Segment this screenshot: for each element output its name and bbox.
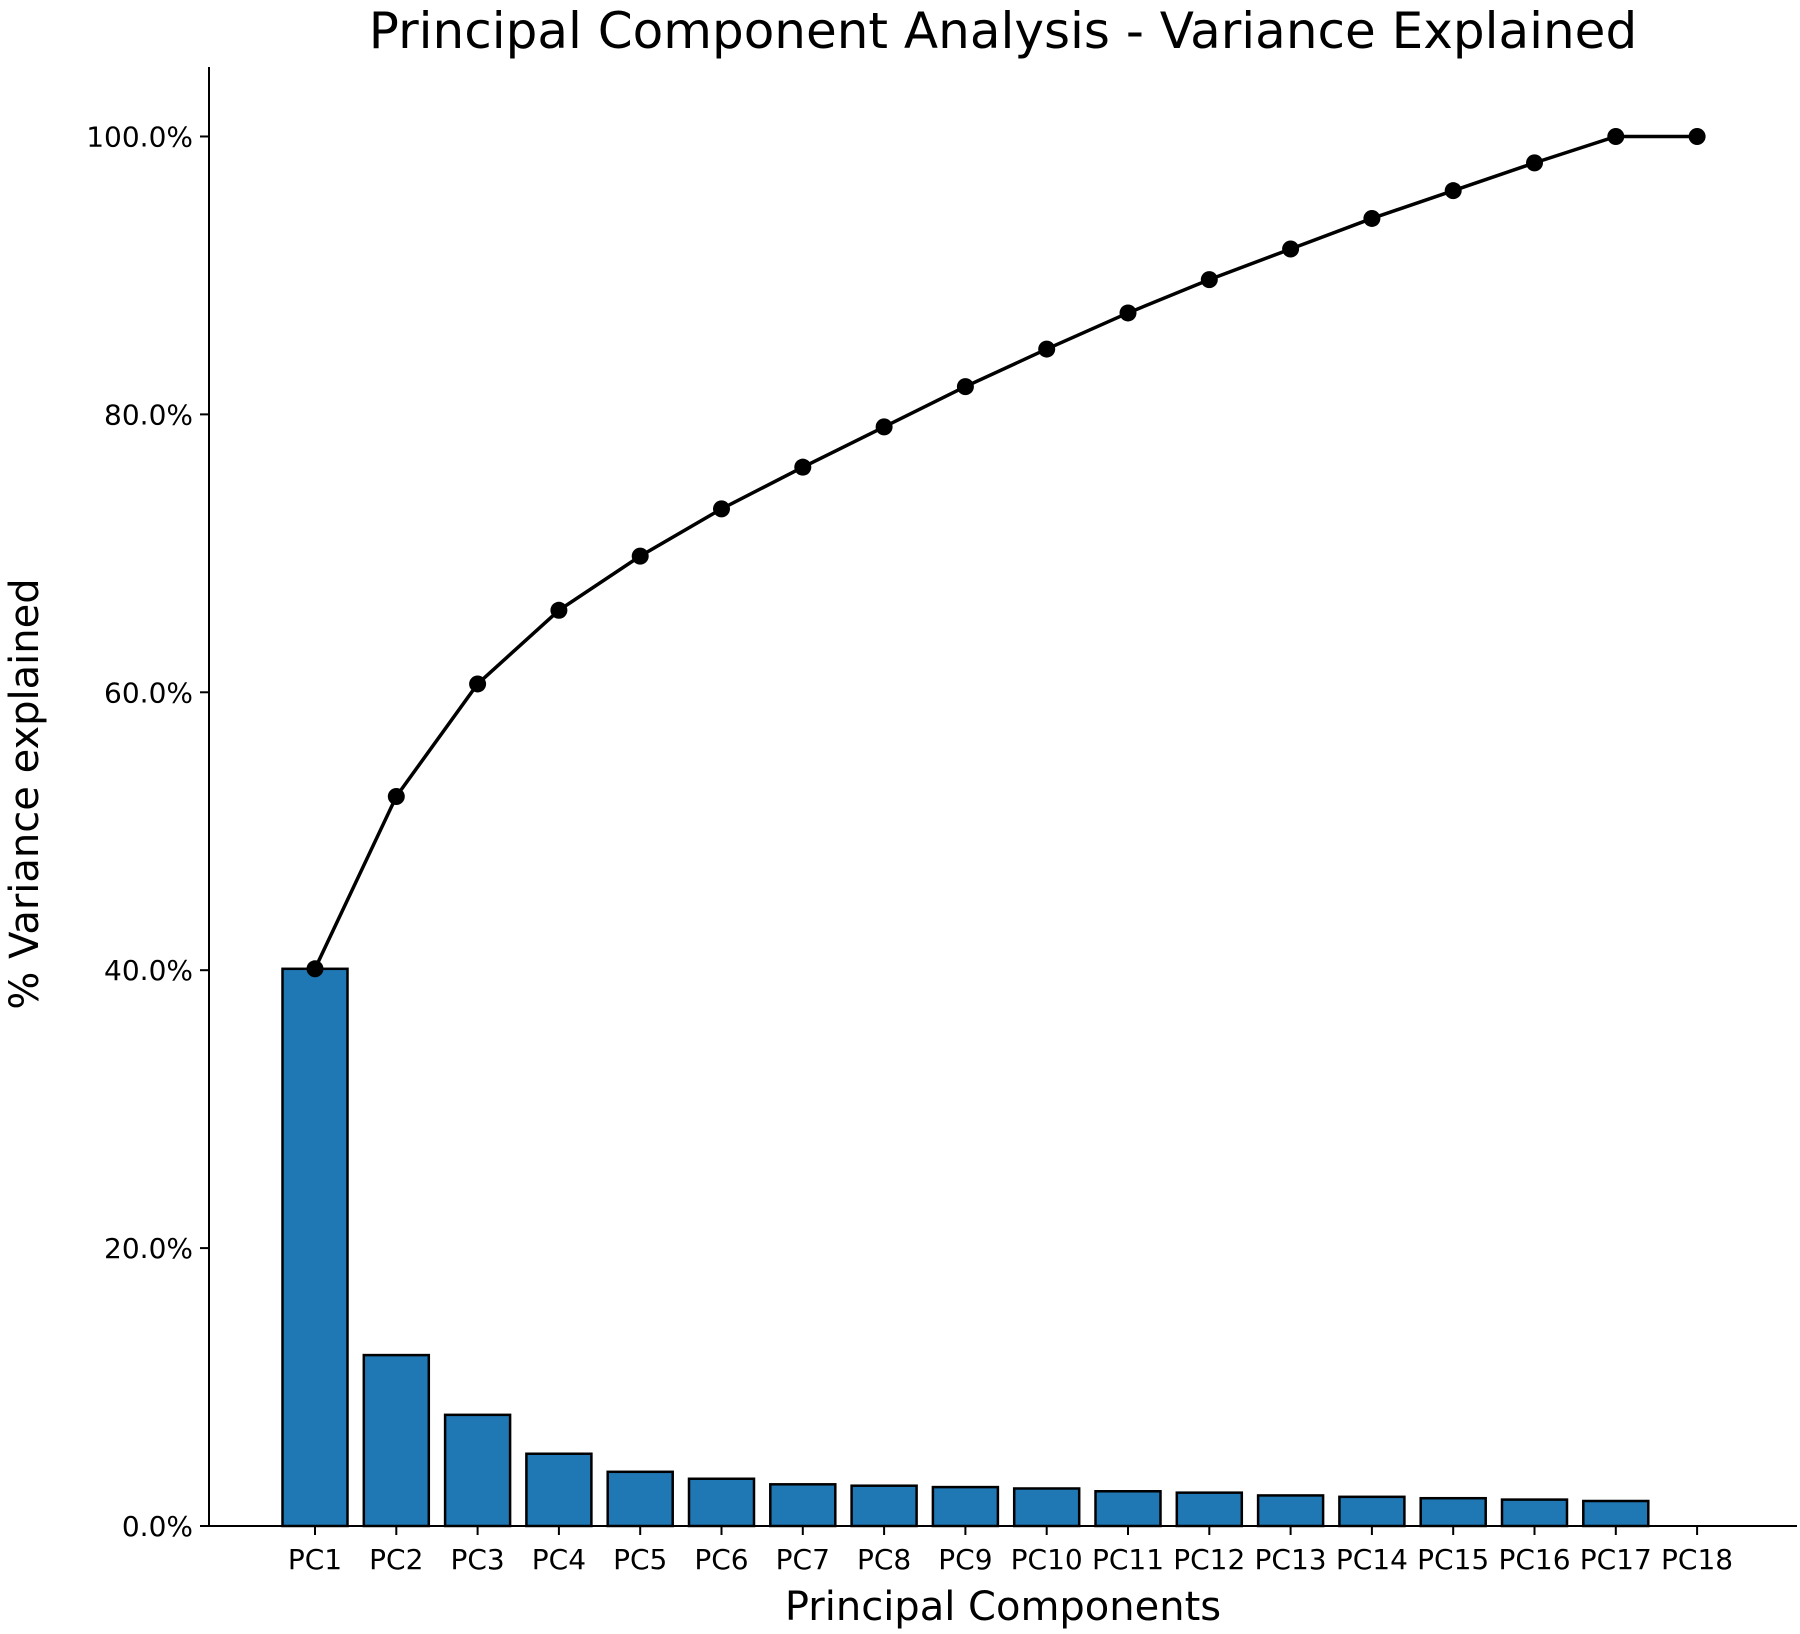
- cumulative-point-pc6: [713, 500, 730, 518]
- y-axis-label: % Variance explained: [2, 578, 48, 1009]
- x-tick-label: PC16: [1498, 1543, 1570, 1576]
- y-tick-label: 20.0%: [104, 1232, 193, 1265]
- cumulative-point-pc1: [306, 960, 324, 978]
- cumulative-point-pc9: [956, 378, 974, 396]
- x-tick-label: PC13: [1255, 1543, 1327, 1576]
- bar-pc16: [1500, 1498, 1569, 1528]
- x-tick-label: PC3: [450, 1543, 504, 1576]
- x-tick-label: PC1: [288, 1543, 342, 1576]
- cumulative-point-pc5: [631, 547, 649, 565]
- bar-pc17: [1582, 1499, 1650, 1528]
- cumulative-point-pc13: [1282, 240, 1300, 258]
- x-tick-label: PC8: [857, 1543, 911, 1576]
- bars-layer: [281, 967, 1650, 1528]
- x-tick-label: PC17: [1580, 1543, 1652, 1576]
- cumulative-point-pc10: [1038, 340, 1056, 358]
- cumulative-point-pc11: [1119, 304, 1137, 322]
- bar-pc9: [931, 1485, 1000, 1528]
- cumulative-line-layer: [306, 127, 1706, 978]
- cumulative-point-pc15: [1444, 182, 1462, 200]
- cumulative-point-pc16: [1526, 154, 1543, 172]
- x-tick-label: PC6: [694, 1543, 748, 1576]
- bar-pc13: [1256, 1494, 1325, 1528]
- cumulative-point-pc3: [469, 675, 487, 693]
- x-tick-label: PC5: [613, 1543, 667, 1576]
- bar-pc2: [362, 1353, 431, 1528]
- x-tick-label: PC12: [1173, 1543, 1245, 1576]
- x-tick-label: PC10: [1011, 1543, 1083, 1576]
- x-tick-label: PC18: [1661, 1543, 1733, 1576]
- x-tick-label: PC2: [369, 1543, 423, 1576]
- cumulative-point-pc12: [1200, 271, 1218, 289]
- bar-pc3: [443, 1413, 512, 1528]
- bar-pc10: [1012, 1487, 1081, 1528]
- cumulative-point-pc18: [1688, 127, 1706, 145]
- y-tick-label: 60.0%: [104, 676, 193, 709]
- cumulative-point-pc7: [794, 458, 812, 476]
- cumulative-point-pc2: [387, 788, 405, 805]
- bar-pc7: [769, 1483, 837, 1528]
- x-tick-label: PC15: [1417, 1543, 1489, 1576]
- y-tick-label: 100.0%: [86, 120, 193, 153]
- cumulative-variance-line: [313, 134, 1698, 970]
- x-tick-label: PC4: [532, 1543, 586, 1576]
- x-tick-label: PC11: [1092, 1543, 1164, 1576]
- cumulative-point-pc17: [1607, 127, 1625, 145]
- bar-pc4: [525, 1452, 593, 1528]
- bar-pc1: [281, 967, 349, 1528]
- cumulative-point-pc4: [550, 601, 568, 619]
- bar-pc12: [1175, 1491, 1244, 1528]
- x-axis-label: Principal Components: [785, 1584, 1221, 1630]
- y-tick-label: 0.0%: [122, 1510, 193, 1543]
- bar-pc8: [850, 1484, 918, 1528]
- bar-pc11: [1094, 1490, 1162, 1528]
- cumulative-point-pc14: [1363, 209, 1381, 227]
- bar-pc6: [687, 1477, 756, 1528]
- bar-pc15: [1419, 1496, 1487, 1528]
- y-tick-label: 40.0%: [104, 954, 193, 987]
- bar-pc5: [606, 1470, 674, 1528]
- x-tick-label: PC7: [776, 1543, 830, 1576]
- cumulative-point-pc8: [875, 418, 893, 436]
- axes-layer: 0.0% 20.0% 40.0% 60.0% 80.0% 100.0% PC1 PC2 PC3 P…: [86, 67, 1797, 1576]
- chart-title: Principal Component Analysis - Variance …: [369, 2, 1637, 60]
- bar-pc14: [1338, 1495, 1406, 1528]
- y-tick-label: 80.0%: [104, 398, 193, 431]
- x-tick-label: PC14: [1336, 1543, 1408, 1576]
- x-tick-label: PC9: [938, 1543, 992, 1576]
